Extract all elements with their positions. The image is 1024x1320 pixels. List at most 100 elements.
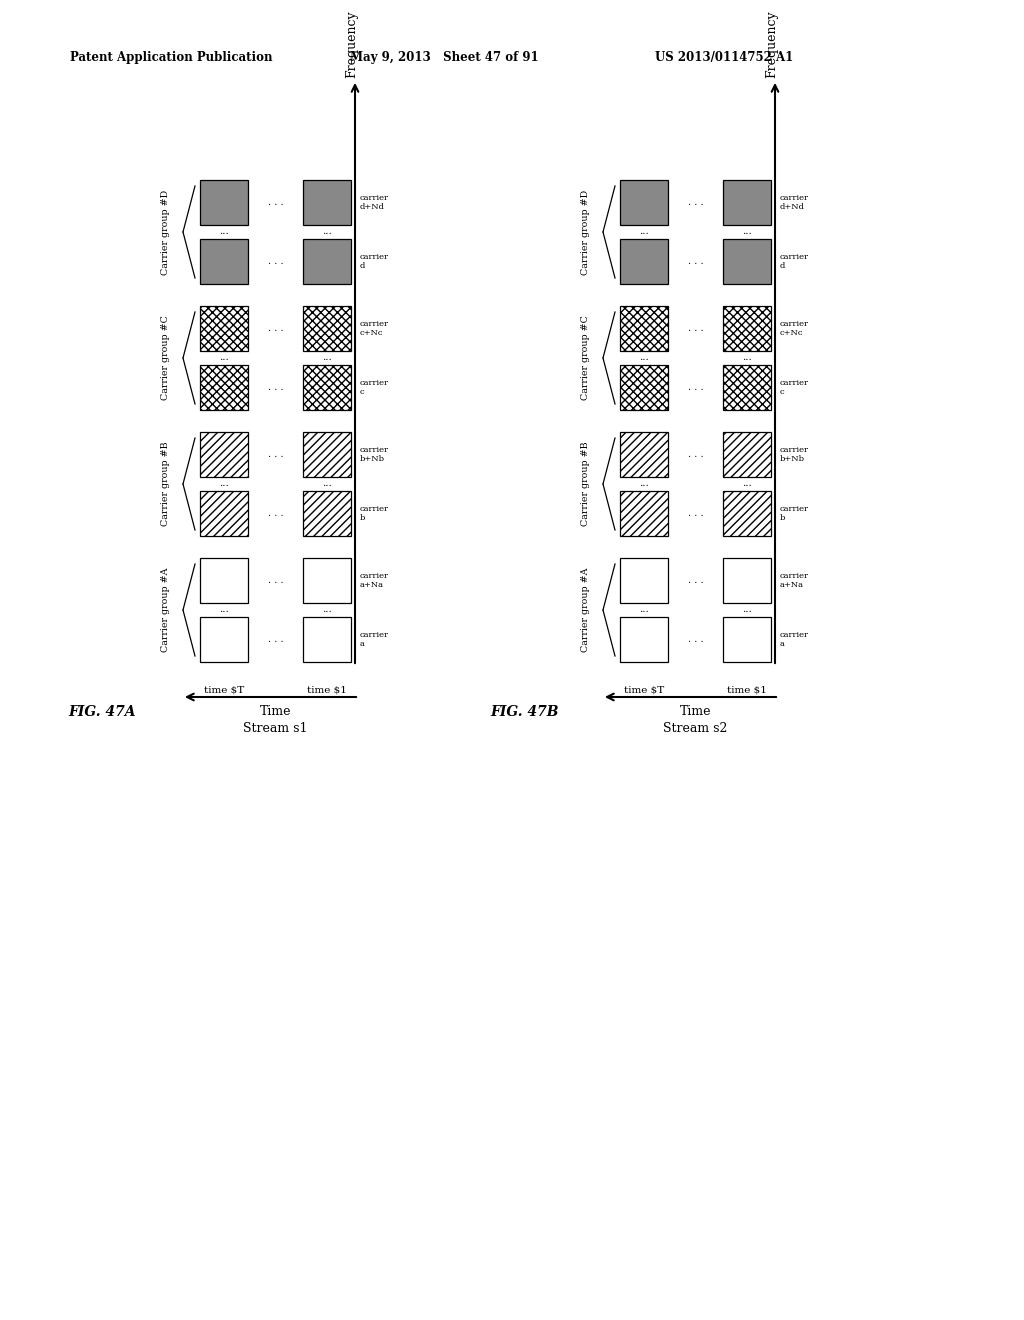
Bar	[620, 306, 668, 351]
Text: Frequency: Frequency	[765, 11, 778, 78]
Text: Carrier group #B: Carrier group #B	[161, 442, 170, 527]
Text: ...: ...	[742, 227, 752, 236]
Text: Stream s2: Stream s2	[664, 722, 728, 735]
Text: carrier
b: carrier b	[360, 504, 389, 523]
Text: FIG. 47B: FIG. 47B	[490, 705, 558, 719]
Text: ...: ...	[323, 479, 332, 488]
Text: . . .: . . .	[267, 323, 284, 333]
Bar	[303, 239, 351, 284]
Bar	[200, 432, 248, 477]
Text: ...: ...	[639, 227, 649, 236]
Text: carrier
b+Nb: carrier b+Nb	[360, 446, 389, 463]
Text: . . .: . . .	[267, 635, 284, 644]
Text: carrier
a: carrier a	[780, 631, 809, 648]
Text: ...: ...	[639, 606, 649, 615]
Text: carrier
a: carrier a	[360, 631, 389, 648]
Text: Patent Application Publication: Patent Application Publication	[70, 50, 272, 63]
Text: . . .: . . .	[688, 257, 703, 267]
Text: ...: ...	[639, 354, 649, 363]
Text: carrier
a+Na: carrier a+Na	[780, 572, 809, 589]
Text: carrier
c+Nc: carrier c+Nc	[360, 319, 389, 337]
Bar	[303, 180, 351, 224]
Bar	[200, 491, 248, 536]
Text: . . .: . . .	[267, 198, 284, 207]
Text: carrier
a+Na: carrier a+Na	[360, 572, 389, 589]
Bar	[303, 491, 351, 536]
Text: . . .: . . .	[267, 576, 284, 585]
Bar	[200, 306, 248, 351]
Text: ...: ...	[742, 479, 752, 488]
Text: carrier
d+Nd: carrier d+Nd	[360, 194, 389, 211]
Text: Time: Time	[680, 705, 712, 718]
Text: . . .: . . .	[267, 383, 284, 392]
Text: time $T: time $T	[204, 685, 244, 694]
Text: Stream s1: Stream s1	[244, 722, 308, 735]
Text: carrier
b: carrier b	[780, 504, 809, 523]
Text: . . .: . . .	[688, 383, 703, 392]
Text: Carrier group #B: Carrier group #B	[581, 442, 590, 527]
Bar	[303, 616, 351, 663]
Text: ...: ...	[219, 606, 229, 615]
Text: ...: ...	[219, 479, 229, 488]
Bar	[200, 180, 248, 224]
Text: . . .: . . .	[688, 510, 703, 517]
Text: carrier
b+Nb: carrier b+Nb	[780, 446, 809, 463]
Text: ...: ...	[323, 606, 332, 615]
Text: Frequency: Frequency	[345, 11, 358, 78]
Bar	[303, 306, 351, 351]
Text: Carrier group #A: Carrier group #A	[581, 568, 590, 652]
Text: Carrier group #C: Carrier group #C	[161, 315, 170, 400]
Bar	[200, 558, 248, 603]
Text: . . .: . . .	[267, 257, 284, 267]
Text: carrier
d+Nd: carrier d+Nd	[780, 194, 809, 211]
Text: . . .: . . .	[267, 450, 284, 459]
Bar	[723, 180, 771, 224]
Bar	[723, 306, 771, 351]
Bar	[200, 366, 248, 411]
Text: carrier
d: carrier d	[360, 253, 389, 271]
Text: ...: ...	[639, 479, 649, 488]
Text: Carrier group #D: Carrier group #D	[161, 190, 170, 275]
Text: . . .: . . .	[688, 635, 703, 644]
Text: . . .: . . .	[688, 323, 703, 333]
Text: ...: ...	[219, 354, 229, 363]
Text: May 9, 2013   Sheet 47 of 91: May 9, 2013 Sheet 47 of 91	[350, 50, 539, 63]
Text: FIG. 47A: FIG. 47A	[68, 705, 135, 719]
Bar	[620, 616, 668, 663]
Bar	[303, 366, 351, 411]
Text: carrier
d: carrier d	[780, 253, 809, 271]
Bar	[200, 239, 248, 284]
Text: carrier
c+Nc: carrier c+Nc	[780, 319, 809, 337]
Text: ...: ...	[323, 227, 332, 236]
Bar	[620, 239, 668, 284]
Text: time $1: time $1	[727, 685, 767, 694]
Text: carrier
c: carrier c	[780, 379, 809, 396]
Text: . . .: . . .	[688, 576, 703, 585]
Text: Carrier group #C: Carrier group #C	[581, 315, 590, 400]
Bar	[723, 239, 771, 284]
Bar	[620, 432, 668, 477]
Bar	[723, 616, 771, 663]
Bar	[620, 491, 668, 536]
Bar	[723, 491, 771, 536]
Text: Carrier group #A: Carrier group #A	[161, 568, 170, 652]
Text: . . .: . . .	[688, 198, 703, 207]
Text: . . .: . . .	[267, 510, 284, 517]
Bar	[723, 366, 771, 411]
Text: ...: ...	[219, 227, 229, 236]
Bar	[620, 558, 668, 603]
Text: ...: ...	[742, 606, 752, 615]
Bar	[200, 616, 248, 663]
Text: US 2013/0114752 A1: US 2013/0114752 A1	[655, 50, 794, 63]
Text: carrier
c: carrier c	[360, 379, 389, 396]
Bar	[723, 432, 771, 477]
Bar	[620, 366, 668, 411]
Text: ...: ...	[742, 354, 752, 363]
Bar	[723, 558, 771, 603]
Text: . . .: . . .	[688, 450, 703, 459]
Bar	[303, 558, 351, 603]
Text: ...: ...	[323, 354, 332, 363]
Text: Time: Time	[260, 705, 291, 718]
Text: Carrier group #D: Carrier group #D	[581, 190, 590, 275]
Bar	[620, 180, 668, 224]
